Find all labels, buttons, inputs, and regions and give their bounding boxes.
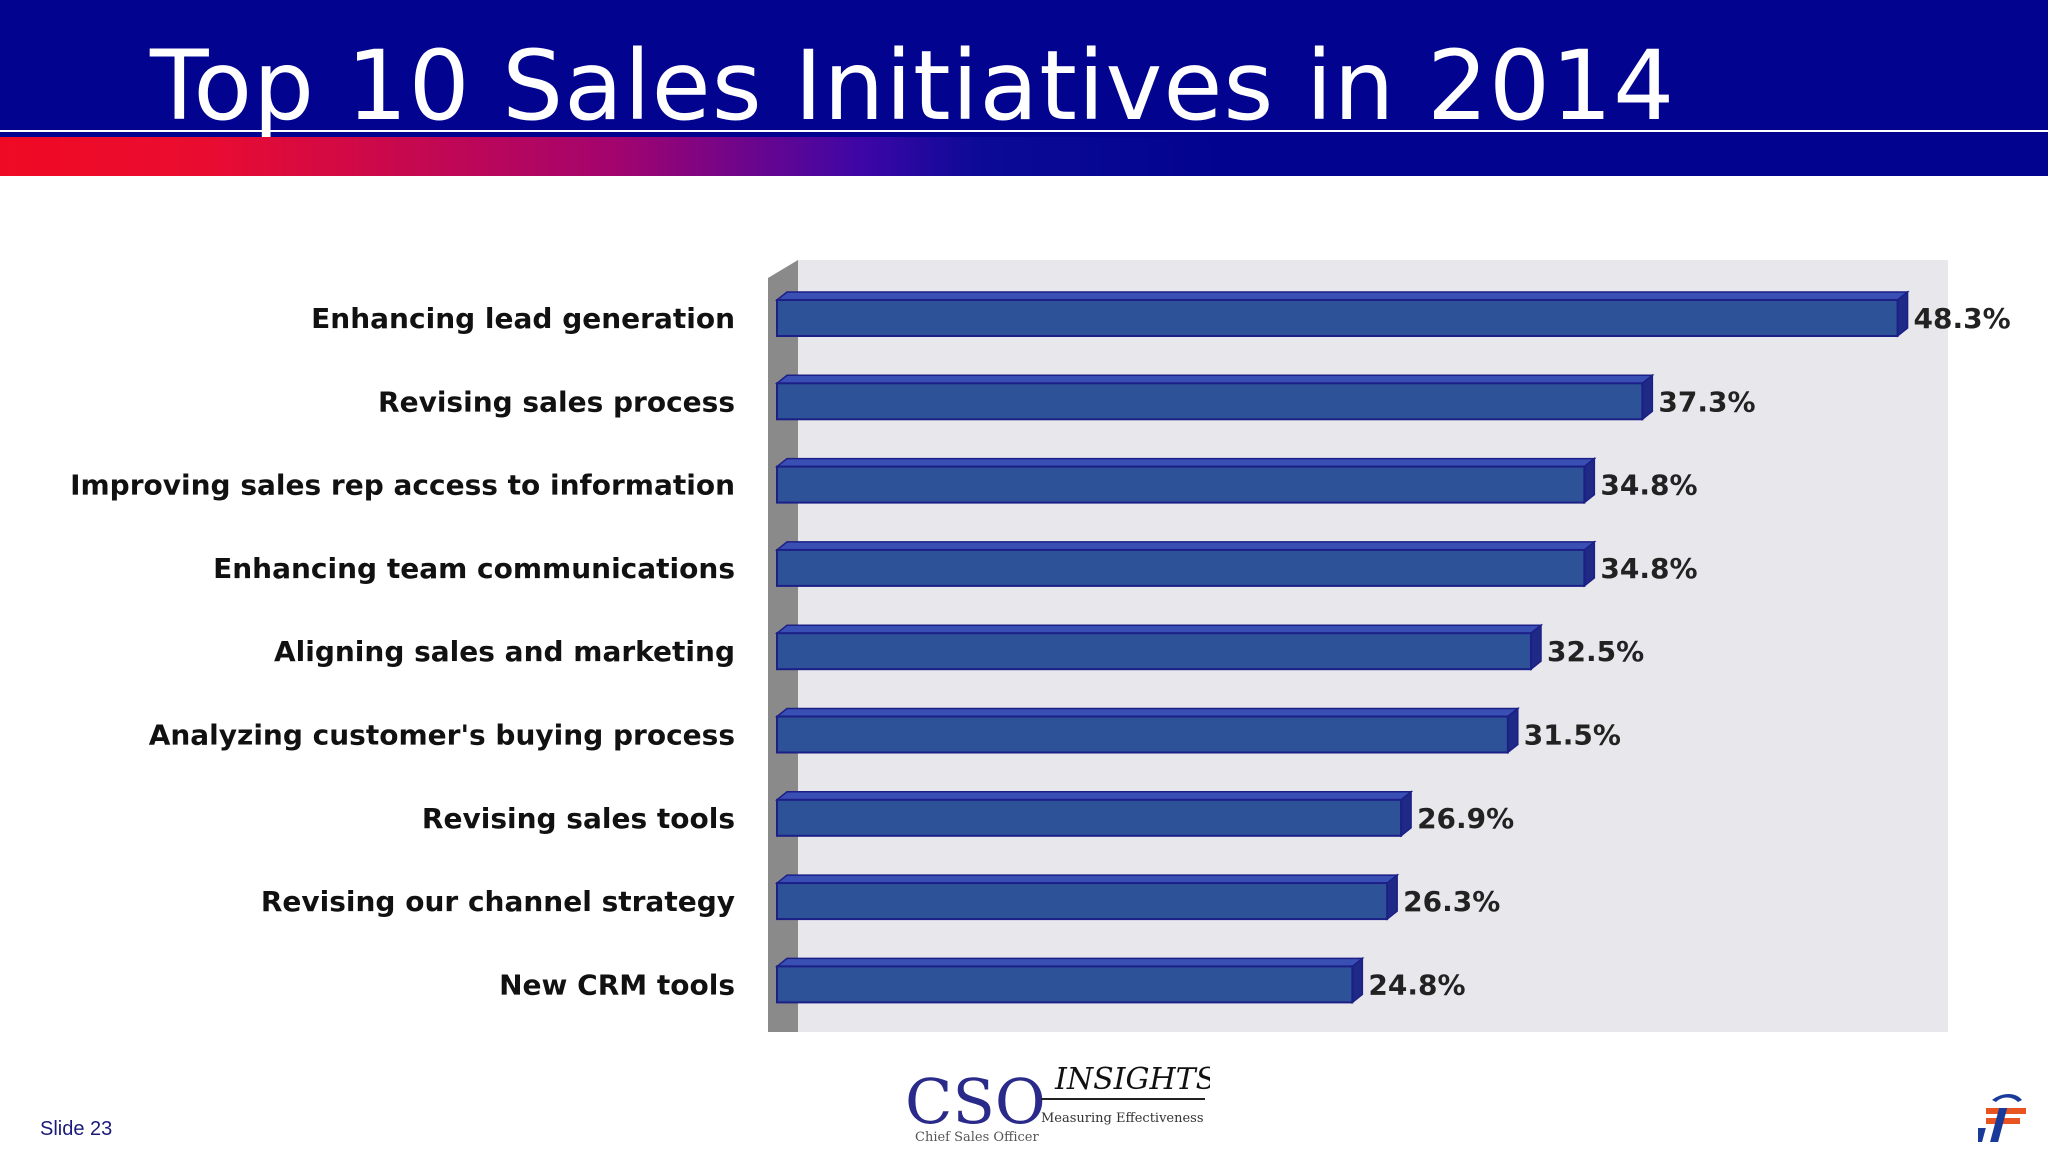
bar-side-face (1386, 873, 1398, 921)
bar-value-label: 26.9% (1417, 802, 1514, 835)
bar-side-face (1583, 457, 1596, 505)
bar-top-face (774, 374, 1655, 385)
category-label: Enhancing lead generation (311, 302, 735, 335)
bar-side-face (1641, 373, 1654, 421)
bar-top-face (774, 957, 1365, 968)
bar-value-label: 32.5% (1547, 635, 1644, 668)
logo-subtitle: Chief Sales Officer (915, 1130, 1039, 1145)
category-label: New CRM tools (499, 968, 735, 1001)
category-label: Revising sales tools (422, 802, 735, 835)
bar (776, 632, 1532, 671)
category-label: Revising our channel strategy (261, 885, 735, 918)
category-label: Improving sales rep access to informatio… (70, 469, 735, 502)
bar-side-face (1896, 290, 1909, 338)
bar (776, 882, 1389, 921)
bar-top-face (774, 707, 1520, 718)
bar-value-label: 34.8% (1600, 469, 1697, 502)
bar-value-label: 26.3% (1403, 885, 1500, 918)
bar-side-face (1583, 540, 1596, 588)
bar (776, 965, 1354, 1004)
bar-top-face (774, 874, 1400, 884)
bar (776, 465, 1586, 504)
category-label: Enhancing team communications (213, 552, 735, 585)
bar-value-label: 48.3% (1914, 302, 2011, 335)
bar-side-face (1351, 956, 1364, 1004)
logo-cso-text: CSO (905, 1065, 1046, 1138)
bar (776, 798, 1403, 837)
category-label: Analyzing customer's buying process (149, 719, 735, 752)
title-banner: Top 10 Sales Initiatives in 2014 (0, 0, 2048, 176)
bar (776, 299, 1899, 337)
bar-value-label: 24.8% (1368, 968, 1465, 1001)
bar-top-face (774, 457, 1597, 468)
bar (776, 382, 1644, 421)
slide-title: Top 10 Sales Initiatives in 2014 (150, 30, 1676, 142)
gradient-accent-stripe (0, 137, 2048, 176)
title-underline (0, 130, 2048, 132)
bar-value-label: 34.8% (1600, 552, 1697, 585)
slide-number: Slide 23 (40, 1118, 113, 1140)
bar-top-face (774, 624, 1544, 634)
bar-value-label: 37.3% (1658, 385, 1755, 418)
bar-side-face (1507, 706, 1519, 755)
logo-tagline: Measuring Effectiveness (1041, 1111, 1204, 1126)
bar-side-face (1530, 623, 1542, 671)
bar-side-face (1400, 790, 1412, 838)
category-label: Revising sales process (378, 385, 735, 418)
bar (776, 715, 1509, 754)
bar-value-label: 31.5% (1524, 719, 1621, 752)
bars-layer: 48.3% Enhancing lead generation 37.3% Revis… (70, 290, 2011, 1004)
bar-top-face (774, 291, 1910, 301)
logo-insights-text: INSIGHTS (1054, 1062, 1210, 1097)
cso-insights-logo: CSO INSIGHTS Measuring Effectiveness Chi… (905, 1062, 1210, 1145)
bar-top-face (774, 791, 1414, 801)
category-label: Aligning sales and marketing (274, 635, 735, 668)
company-mark-icon (1978, 1094, 2026, 1142)
bar (776, 548, 1586, 587)
bar-top-face (774, 541, 1597, 551)
